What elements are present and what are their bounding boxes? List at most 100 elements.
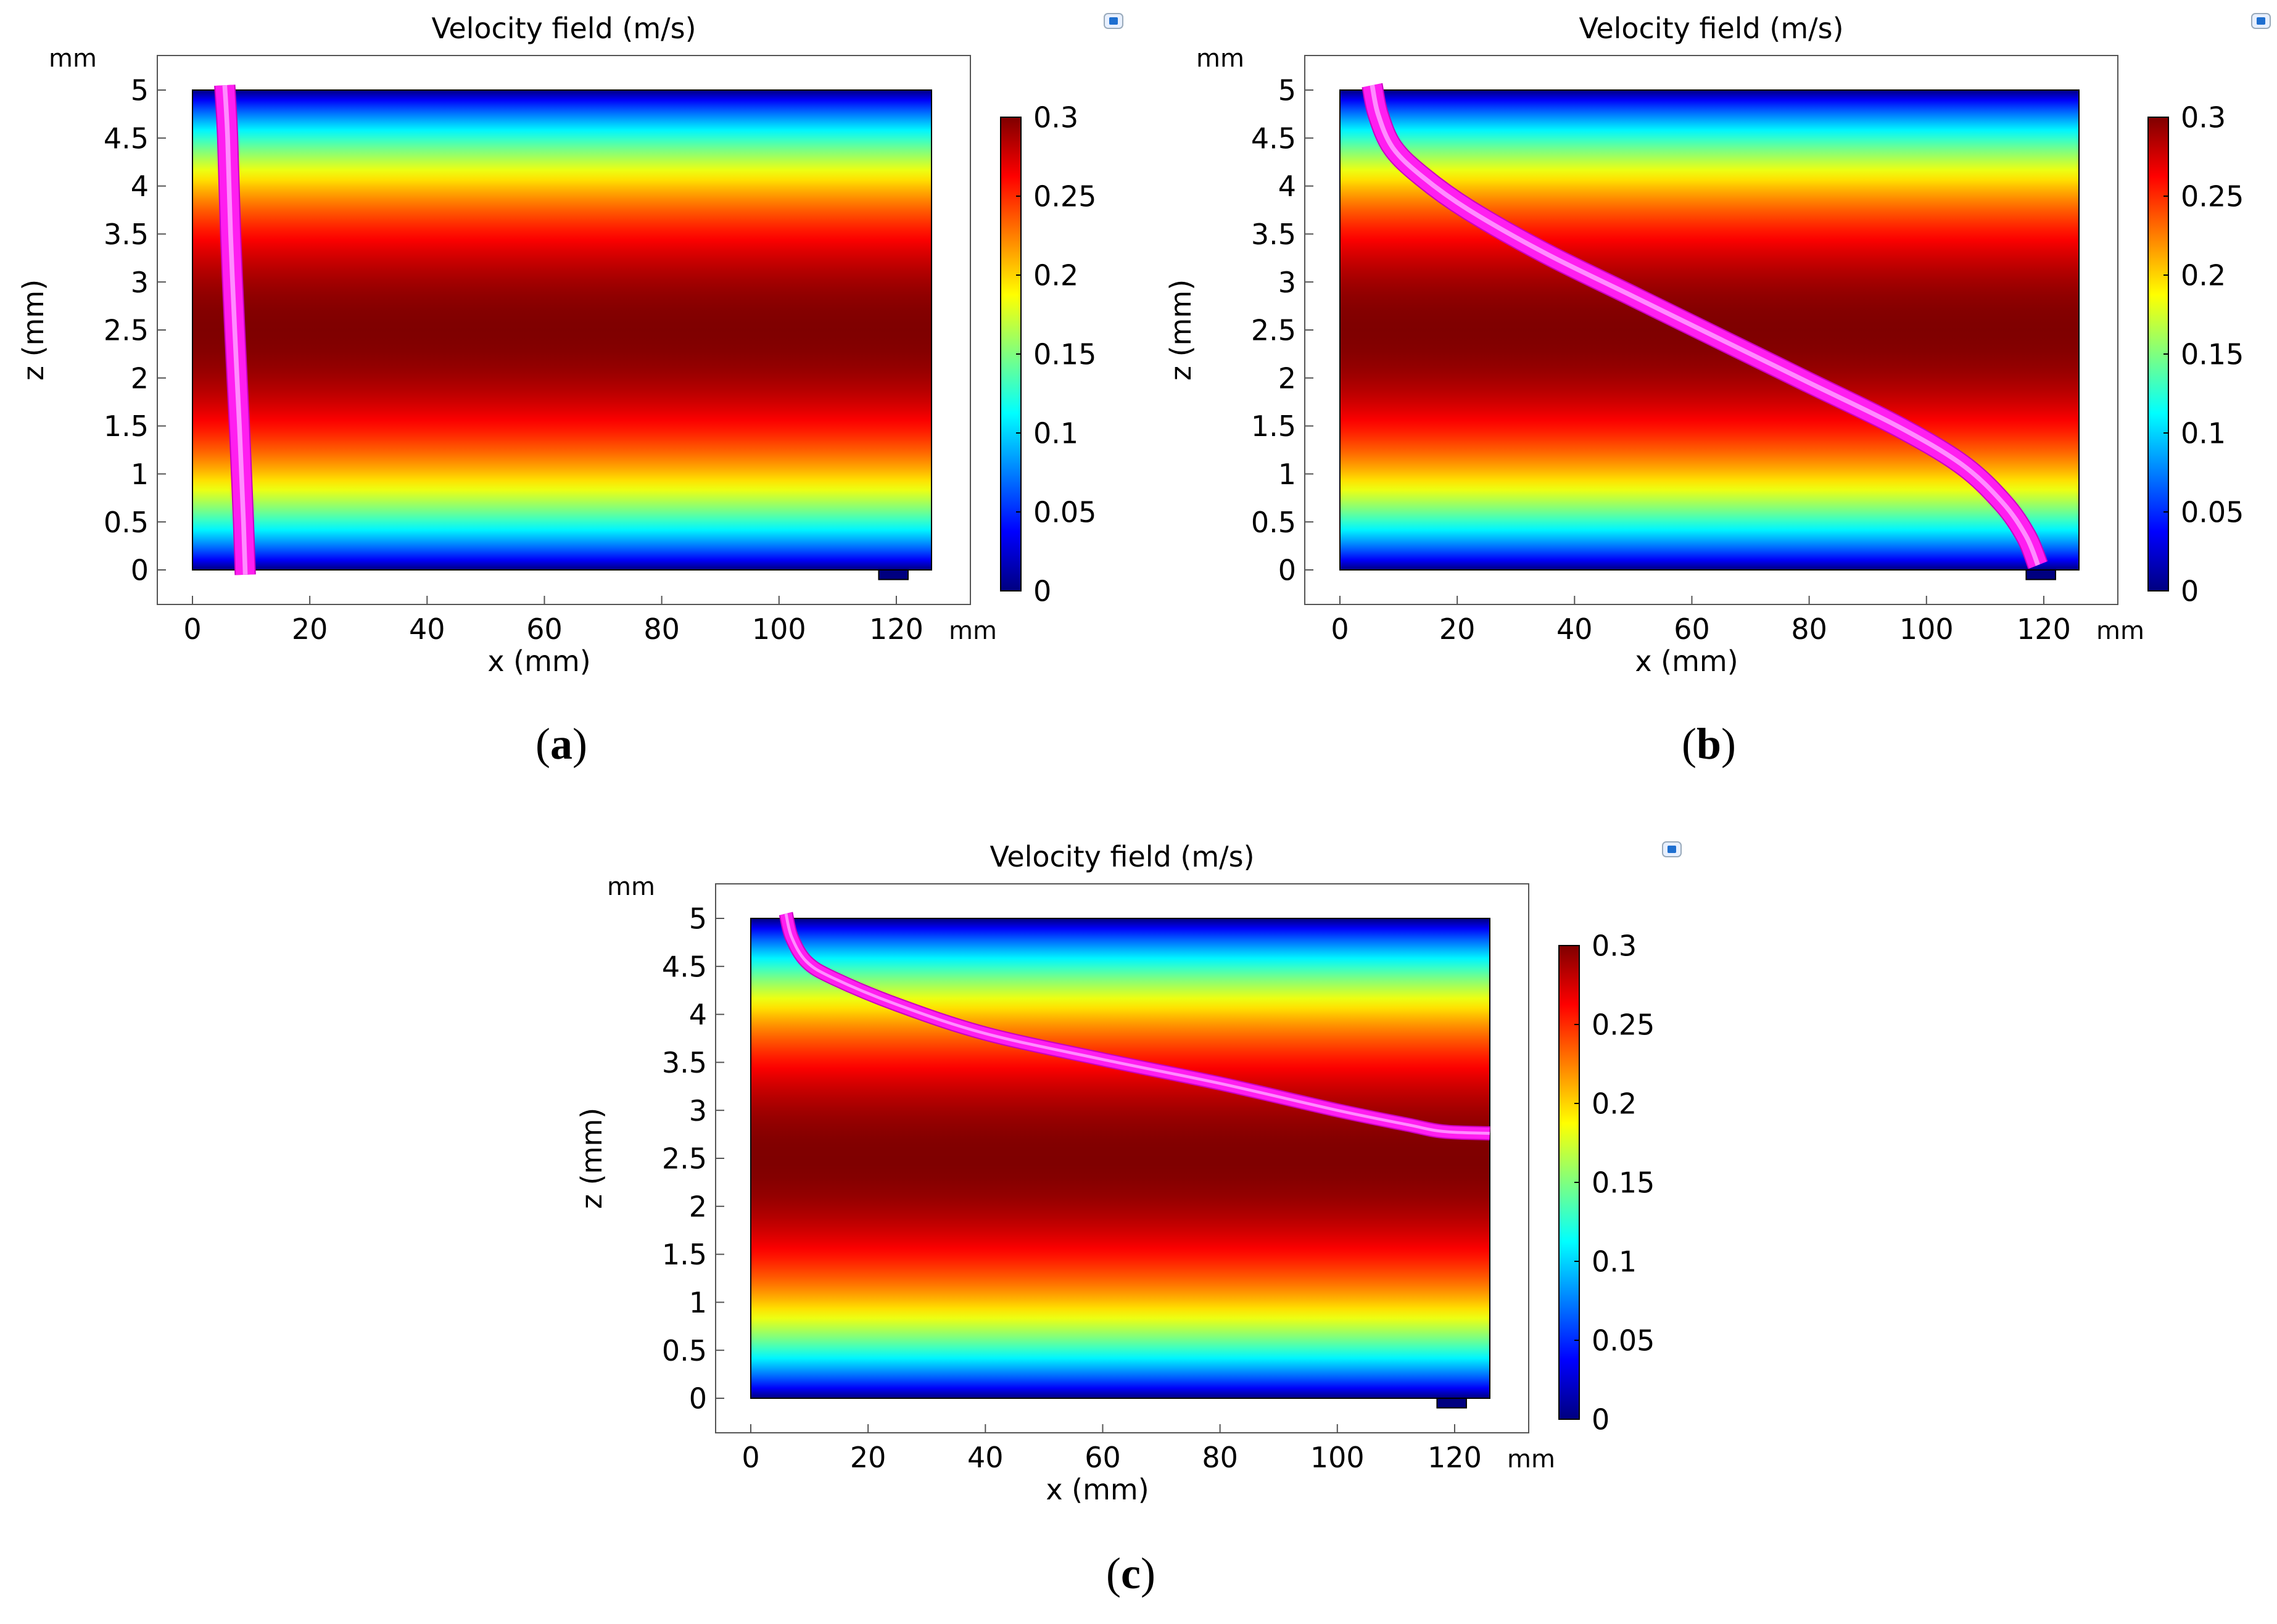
y-axis-label: z (mm) [575,1108,608,1209]
y-tick-label: 1.5 [662,1238,707,1271]
x-axis-label: x (mm) [1046,1473,1149,1506]
plot-badge-icon-inner [1667,846,1676,853]
colorbar-tick-label: 0.2 [2181,259,2226,292]
y-tick-label: 1.5 [104,410,149,443]
x-tick-label: 0 [183,612,201,646]
x-tick-label: 100 [1310,1441,1365,1474]
colorbar-tick-label: 0.25 [2181,180,2244,213]
x-tick-label: 120 [1428,1441,1482,1474]
x-tick-label: 120 [2017,612,2071,646]
x-tick-label: 20 [1439,612,1476,646]
x-unit-label: mm [2096,617,2144,645]
x-unit-label: mm [1507,1445,1555,1474]
y-tick-label: 3.5 [1251,218,1296,251]
y-tick-label: 5 [689,902,707,936]
colorbar-tick-label: 0 [2181,575,2199,608]
outlet-slot [1436,1398,1467,1409]
colorbar-tick-label: 0.25 [1592,1008,1655,1042]
panel-caption-letter: c [1121,1549,1141,1598]
y-tick-label: 0.5 [104,506,149,539]
y-tick-label: 0.5 [662,1334,707,1367]
x-tick-label: 0 [742,1441,759,1474]
streamline-highlight [784,913,1490,1135]
x-tick-label: 40 [967,1441,1004,1474]
y-tick-label: 2 [689,1190,707,1223]
panel-caption: (b) [1682,719,1736,769]
velocity-field [192,89,932,571]
colorbar-tick-label: 0.3 [1033,101,1078,134]
x-tick-label: 40 [1556,612,1593,646]
plot-badge-icon-inner [2257,17,2265,25]
colorbar-tick-label: 0.2 [1033,259,1078,292]
outlet-slot [878,569,909,580]
y-tick-label: 3.5 [662,1046,707,1079]
x-tick-label: 80 [643,612,680,646]
chart-panel-a: 0 0.5 1 1.5 2 2.5 3 3.5 4 4.5 5 0 20 40 60 80 100 120 mm mm… [17,12,1123,769]
colorbar-tick-label: 0.2 [1592,1087,1637,1121]
y-tick-label: 1 [131,458,149,491]
x-axis-label: x (mm) [1635,645,1738,678]
y-tick-label: 2 [1278,361,1296,395]
x-tick-label: 80 [1202,1441,1238,1474]
chart-panel-c: 0 0.5 1 1.5 2 2.5 3 3.5 4 4.5 5 0 20 40 60 80 100 120 mm mm… [575,840,1682,1598]
x-tick-label: 20 [292,612,328,646]
y-tick-label: 4 [131,170,149,203]
y-axis-label: z (mm) [1164,279,1197,381]
chart-title: Velocity field (m/s) [431,12,696,45]
y-tick-label: 4.5 [662,950,707,983]
y-tick-label: 0 [1278,554,1296,587]
colorbar-tick-label: 0.15 [2181,338,2244,371]
colorbar-tick-label: 0.05 [2181,496,2244,529]
x-tick-label: 40 [409,612,445,646]
chart-title: Velocity field (m/s) [1579,12,1843,45]
x-axis-label: x (mm) [487,645,590,678]
y-tick-label: 4.5 [1251,122,1296,155]
y-tick-label: 2.5 [1251,314,1296,347]
y-tick-label: 2.5 [104,314,149,347]
panel-caption: (a) [535,719,587,769]
y-axis-label: z (mm) [17,279,50,381]
colorbar-tick-label: 0.15 [1592,1166,1655,1200]
colorbar-tick-label: 0.1 [1033,417,1078,450]
y-tick-label: 3 [1278,266,1296,299]
y-tick-label: 0.5 [1251,506,1296,539]
colorbar-tick-label: 0.05 [1592,1324,1655,1358]
chart-title: Velocity field (m/s) [990,840,1254,873]
y-tick-label: 0 [689,1382,707,1416]
panel-caption-paren: ( [1106,1549,1121,1598]
x-tick-label: 120 [869,612,924,646]
x-tick-label: 60 [526,612,563,646]
panel-caption-paren: ) [1721,719,1736,769]
panel-caption-paren: ( [1682,719,1696,769]
colorbar-tick-label: 0.25 [1033,180,1096,213]
y-tick-label: 5 [1278,74,1296,107]
panel-caption-letter: b [1696,719,1721,769]
outlet-slot [2025,569,2056,580]
y-tick-label: 1 [689,1286,707,1319]
y-tick-label: 3 [131,266,149,299]
colorbar-tick-label: 0 [1592,1403,1610,1436]
panel-caption-letter: a [550,719,572,769]
y-tick-label: 4.5 [104,122,149,155]
x-tick-label: 100 [1899,612,1954,646]
x-tick-label: 0 [1331,612,1349,646]
x-tick-label: 80 [1791,612,1827,646]
x-tick-label: 20 [850,1441,886,1474]
y-tick-label: 2.5 [662,1142,707,1176]
colorbar-tick-label: 0.3 [1592,929,1637,963]
plot-badge-icon-inner [1109,17,1118,25]
panel-caption: (c) [1106,1549,1155,1598]
y-tick-label: 1 [1278,458,1296,491]
y-tick-label: 4 [1278,170,1296,203]
x-tick-label: 60 [1085,1441,1121,1474]
y-unit-label: mm [1196,44,1244,73]
x-unit-label: mm [949,617,997,645]
y-tick-label: 2 [131,361,149,395]
panel-caption-paren: ( [535,719,550,769]
y-tick-label: 5 [131,74,149,107]
x-tick-label: 100 [752,612,806,646]
y-tick-label: 3 [689,1094,707,1127]
y-tick-label: 1.5 [1251,410,1296,443]
y-tick-label: 0 [131,554,149,587]
